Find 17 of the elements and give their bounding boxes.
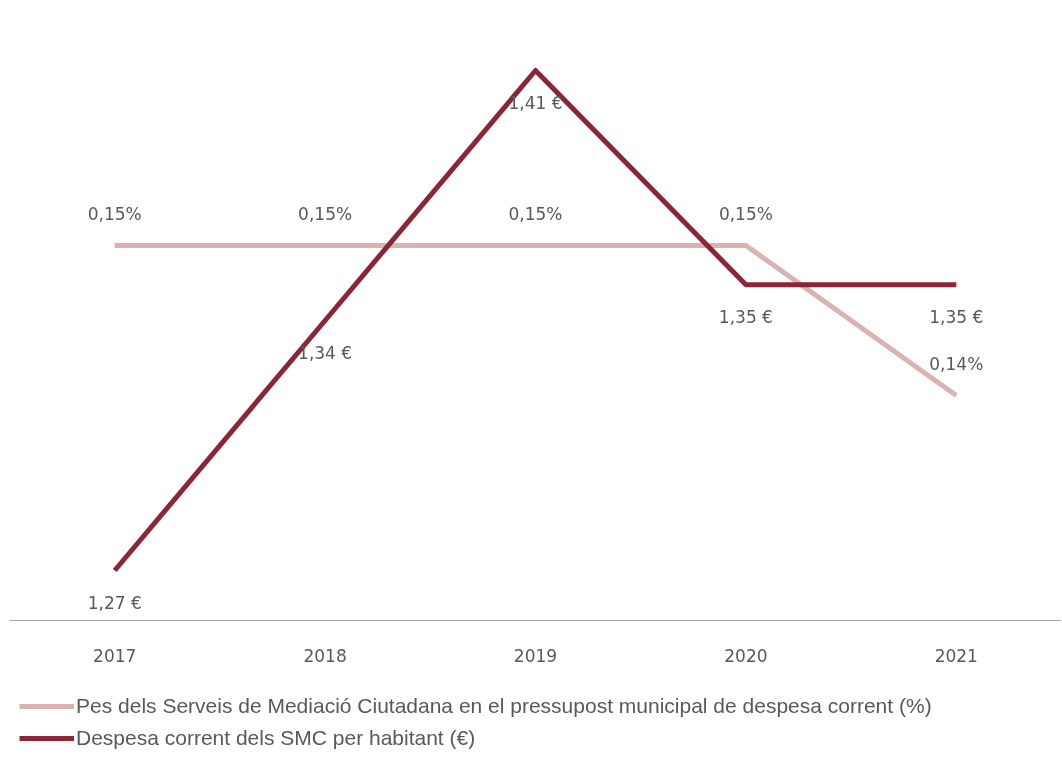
x-tick-label: 2018: [303, 645, 347, 666]
data-label: 0,15%: [718, 203, 773, 224]
x-tick-label: 2019: [513, 645, 558, 666]
x-tick-label: 2021: [934, 645, 978, 666]
x-tick-label: 2017: [93, 645, 137, 666]
data-label: 0,15%: [87, 203, 142, 224]
data-label: 1,35 €: [718, 306, 773, 327]
legend-label: Pes dels Serveis de Mediació Ciutadana en el pressupost municipal de despesa corrent (%): [76, 694, 932, 718]
legend-label: Despesa corrent dels SMC per habitant (€): [76, 726, 476, 750]
data-label: 1,34 €: [298, 342, 353, 363]
data-label: 1,35 €: [929, 306, 984, 327]
data-label: 0,15%: [508, 203, 563, 224]
data-label: 1,41 €: [508, 92, 563, 113]
x-tick-label: 2020: [724, 645, 768, 666]
data-label: 0,15%: [298, 203, 353, 224]
data-label: 0,14%: [929, 353, 984, 374]
data-label: 1,27 €: [87, 592, 142, 613]
